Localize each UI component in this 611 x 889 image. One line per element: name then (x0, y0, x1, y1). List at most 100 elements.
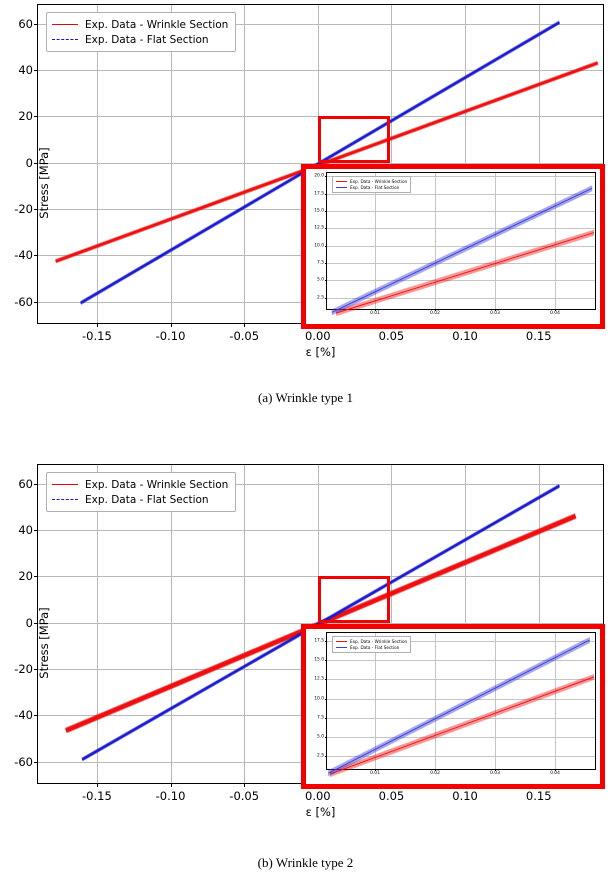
inset-gridline-vertical (555, 173, 556, 309)
x-tick-label: -0.15 (82, 329, 112, 343)
inset-y-tick-label: 10.0 (314, 243, 324, 249)
inset-legend-line-icon (336, 187, 347, 188)
inset-gridline-horizontal (327, 211, 595, 213)
legend-label: Exp. Data - Wrinkle Section (85, 478, 229, 491)
inset-data-series-line (327, 638, 591, 773)
gridline-vertical (170, 465, 172, 783)
inset-x-tick-mark (375, 769, 376, 771)
inset-gridline-horizontal (327, 717, 595, 719)
inset-data-series-line (327, 637, 591, 773)
x-tick-label: -0.15 (82, 789, 112, 803)
inset-y-tick-label: 17.5 (314, 191, 324, 197)
chart-legend: Exp. Data - Wrinkle Section Exp. Data - F… (46, 12, 237, 52)
y-tick-label: 60 (18, 16, 33, 31)
y-tick-label: -20 (14, 202, 33, 217)
x-tick-label: -0.05 (229, 789, 260, 803)
inset-legend-label: Exp. Data - Wrinkle Section (350, 179, 408, 184)
y-tick-mark (34, 669, 38, 671)
y-tick-mark (34, 69, 38, 71)
inset-data-series-line (329, 674, 595, 773)
data-series-line (81, 485, 560, 762)
inset-data-series-line (327, 636, 591, 772)
inset-data-series-line (335, 231, 595, 313)
inset-data-series-line (331, 190, 593, 316)
legend-line-dashdot-icon (52, 39, 78, 40)
x-tick-label: 0.05 (378, 789, 405, 803)
inset-legend-entry: Exp. Data - Flat Section (336, 185, 407, 191)
inset-y-tick-mark (325, 698, 327, 700)
inset-y-tick-mark (325, 737, 327, 739)
x-tick-mark (96, 783, 98, 787)
inset-y-tick-label: 20.0 (314, 173, 324, 179)
inset-gridline-horizontal (327, 297, 595, 299)
inset-gridline-horizontal (327, 193, 595, 195)
gridline-vertical (96, 5, 98, 323)
inset-gridline-horizontal (327, 737, 595, 739)
inset-x-tick-mark (435, 769, 436, 771)
inset-data-series-line (335, 234, 595, 317)
inset-x-tick-mark (495, 769, 496, 771)
inset-y-tick-label: 15.0 (314, 208, 324, 214)
inset-data-series-line (331, 185, 593, 311)
x-axis-label: ε [%] (305, 345, 336, 359)
y-tick-mark (34, 116, 38, 118)
inset-gridline-vertical (375, 173, 376, 309)
inset-data-series-line (327, 639, 591, 774)
inset-data-series-line (331, 186, 593, 313)
inset-y-tick-mark (325, 211, 327, 213)
inset-data-series-line (335, 229, 595, 312)
inset-y-tick-label: 15.0 (314, 657, 324, 663)
inset-y-tick-mark (325, 679, 327, 681)
y-tick-label: -60 (14, 754, 33, 769)
inset-x-tick-mark (555, 309, 556, 311)
inset-x-tick-label: 0.03 (490, 311, 500, 316)
gridline-vertical (244, 465, 246, 783)
zoom-indicator-rectangle (317, 116, 390, 163)
inset-gridline-horizontal (327, 640, 595, 642)
zoom-indicator-rectangle (317, 576, 390, 623)
inset-y-tick-mark (325, 717, 327, 719)
inset-y-tick-label: 5.0 (317, 734, 324, 740)
x-tick-label: 0.05 (378, 329, 405, 343)
inset-data-series-line (331, 189, 593, 315)
inset-legend-line-icon (336, 181, 347, 182)
inset-y-tick-mark (325, 659, 327, 661)
inset-data-series-line (327, 641, 591, 776)
inset-data-series-line (331, 187, 593, 313)
inset-data-series-line (327, 641, 591, 777)
y-tick-label: 20 (18, 569, 33, 584)
stress-strain-plot-a: -0.15 -0.10 -0.05 0.00 0.05 0.10 0.15 60 40 20 0 -2… (0, 0, 611, 360)
y-tick-mark (34, 529, 38, 531)
y-tick-mark (34, 715, 38, 717)
inset-legend-entry: Exp. Data - Wrinkle Section (336, 639, 407, 645)
data-series-line (80, 22, 560, 305)
inset-gridline-vertical (495, 173, 496, 309)
inset-data-series-layer (327, 636, 595, 778)
inset-data-series-layer (331, 185, 595, 317)
y-tick-label: -20 (14, 662, 33, 677)
inset-data-series-line (329, 675, 595, 774)
inset-data-series-line (329, 676, 595, 775)
inset-y-tick-label: 7.5 (317, 715, 324, 721)
y-tick-mark (34, 576, 38, 578)
y-tick-mark (34, 483, 38, 485)
inset-gridline-vertical (495, 633, 496, 769)
y-tick-mark (34, 23, 38, 25)
inset-data-series-line (331, 186, 593, 312)
x-tick-label: 0.15 (525, 789, 552, 803)
figure-panel-b: -0.15 -0.10 -0.05 0.00 0.05 0.10 0.15 60 40 20 0 -2… (0, 460, 611, 889)
x-tick-label: 0.15 (525, 329, 552, 343)
inset-x-tick-label: 0.01 (370, 311, 380, 316)
inset-data-series-line (335, 232, 595, 314)
inset-y-tick-mark (325, 280, 327, 282)
x-tick-label: 0.10 (452, 329, 478, 343)
inset-legend-label: Exp. Data - Flat Section (350, 645, 400, 650)
inset-x-tick-label: 0.02 (430, 311, 440, 316)
gridline-vertical (244, 5, 246, 323)
inset-data-series-line (335, 232, 595, 315)
legend-line-dashdot-icon (52, 499, 78, 500)
inset-x-tick-label: 0.02 (430, 771, 440, 776)
plot-axes: -0.15 -0.10 -0.05 0.00 0.05 0.10 0.15 60 40 20 0 -2… (14, 464, 605, 819)
inset-gridline-vertical (435, 173, 436, 309)
x-tick-mark (170, 323, 172, 327)
